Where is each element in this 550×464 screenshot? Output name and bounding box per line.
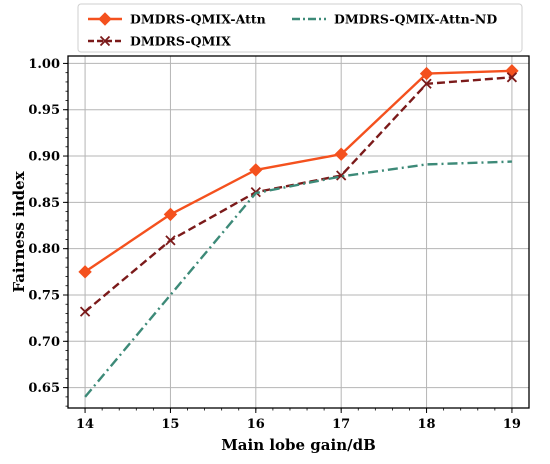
legend-item: DMDRS-QMIX-Attn-ND [292, 12, 497, 27]
y-tick-label: 0.95 [28, 103, 60, 118]
data-point [249, 163, 263, 177]
y-tick-label: 0.90 [28, 150, 60, 165]
x-tick-label: 19 [503, 417, 521, 432]
data-point [78, 265, 92, 279]
y-tick-label: 0.85 [28, 196, 60, 211]
x-tick-label: 14 [76, 417, 94, 432]
data-point [165, 235, 176, 246]
plot-frame [67, 55, 530, 409]
y-tick-label: 0.80 [28, 242, 60, 257]
legend-item: DMDRS-QMIX [88, 34, 231, 49]
series-dmdrs-qmix-attn [78, 64, 519, 279]
legend-label: DMDRS-QMIX [130, 34, 231, 49]
data-point [419, 66, 434, 81]
data-point [421, 78, 432, 89]
legend: DMDRS-QMIX-Attn DMDRS-QMIX DMDRS-QMIX-Attn… [77, 3, 523, 53]
series-layer [78, 64, 519, 398]
legend-box [77, 3, 523, 53]
data-point [336, 170, 347, 181]
data-point [334, 147, 348, 161]
grid [68, 56, 529, 408]
legend-item: DMDRS-QMIX-Attn [88, 12, 266, 27]
ticks: 14 15 16 17 18 19 0.65 0.70 0.75 0.80 0.85 0.90 0.95… [28, 57, 521, 432]
y-tick-label: 0.70 [28, 335, 60, 350]
y-axis-title: Fairness index [10, 170, 28, 292]
data-point [79, 306, 91, 317]
x-tick-label: 16 [247, 417, 265, 432]
y-tick-label: 1.00 [28, 57, 60, 72]
x-tick-label: 17 [332, 417, 350, 432]
series-line [84, 69, 512, 273]
series-line [84, 160, 512, 398]
legend-label: DMDRS-QMIX-Attn [130, 12, 266, 27]
data-point [506, 72, 518, 83]
series-line [84, 76, 512, 313]
data-point [505, 64, 519, 78]
y-tick-label: 0.65 [28, 381, 60, 396]
x-tick-label: 15 [161, 417, 179, 432]
legend-marker [99, 35, 111, 47]
series-dmdrs-qmix-attn-nd [84, 160, 512, 398]
legend-label: DMDRS-QMIX-Attn-ND [334, 12, 497, 27]
y-tick-label: 0.75 [28, 288, 60, 303]
x-axis-title: Main lobe gain/dB [221, 436, 376, 454]
x-tick-label: 18 [418, 417, 436, 432]
legend-marker [98, 12, 112, 26]
data-point [163, 207, 178, 222]
